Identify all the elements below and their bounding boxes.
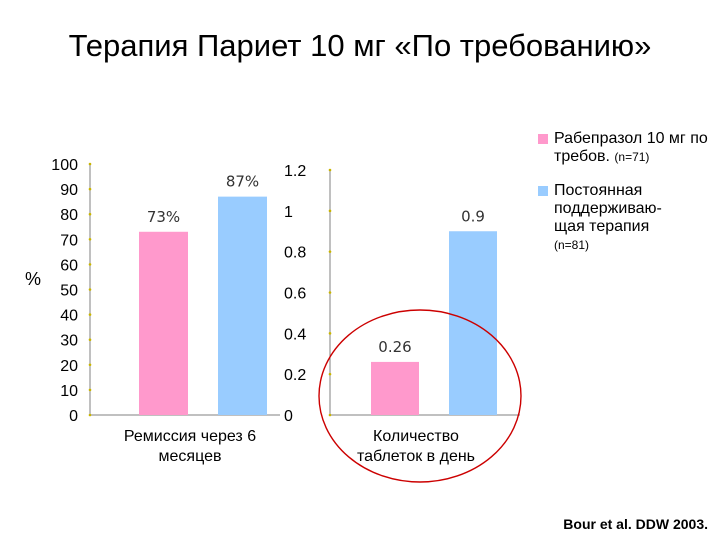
- y-tick-label: 0: [69, 408, 78, 425]
- y-tick-mark: [88, 338, 92, 342]
- y-tick-label: 30: [60, 333, 78, 350]
- y-tick-label: 0.8: [284, 245, 306, 262]
- y-tick-mark: [328, 250, 332, 253]
- data-label: 0.9: [461, 207, 485, 225]
- y-tick-label: 0: [284, 408, 293, 425]
- y-tick-mark: [328, 413, 332, 417]
- legend-n-maintenance: (n=81): [554, 238, 590, 252]
- y-tick-mark: [88, 288, 92, 291]
- y-tick-mark: [328, 209, 332, 213]
- y-tick-label: 80: [60, 207, 78, 224]
- chart-title: Терапия Париет 10 мг «По требованию»: [68, 28, 652, 63]
- y-tick-label: 50: [60, 283, 78, 300]
- y-tick-mark: [328, 372, 332, 376]
- legend-swatch-rabeprazole: [538, 134, 548, 144]
- legend-label-maintenance: Постоянная поддерживаю-щая терапия: [554, 182, 662, 235]
- y-axis-label: %: [25, 269, 41, 289]
- bar-rabeprazole: [139, 231, 188, 415]
- y-tick-label: 60: [60, 257, 78, 274]
- y-tick-mark: [88, 162, 92, 166]
- x-category-label: Количество таблеток в день: [357, 428, 475, 465]
- y-tick-label: 1: [284, 204, 293, 221]
- data-label: 0.26: [378, 338, 411, 356]
- y-tick-label: 100: [51, 157, 78, 174]
- y-tick-mark: [328, 332, 332, 335]
- y-tick-label: 0.4: [284, 326, 306, 343]
- y-tick-label: 40: [60, 308, 78, 325]
- y-tick-mark: [88, 313, 92, 316]
- y-tick-label: 10: [60, 383, 78, 400]
- y-tick-mark: [88, 187, 92, 191]
- y-tick-mark: [88, 212, 92, 216]
- y-tick-label: 90: [60, 182, 78, 199]
- data-label: 73%: [147, 208, 180, 226]
- y-tick-label: 0.6: [284, 286, 306, 303]
- data-label: 87%: [226, 173, 259, 191]
- y-tick-mark: [88, 263, 92, 266]
- y-tick-label: 20: [60, 358, 78, 375]
- x-category-label: Ремиссия через 6 месяцев: [124, 428, 256, 465]
- y-tick-mark: [328, 291, 332, 294]
- y-tick-mark: [88, 388, 92, 392]
- bar-rabeprazole: [371, 361, 419, 415]
- legend-n-rabeprazole: (n=71): [614, 150, 650, 164]
- y-tick-label: 1.2: [284, 163, 306, 180]
- bar-maintenance: [218, 196, 267, 415]
- y-tick-mark: [88, 238, 92, 241]
- y-tick-mark: [88, 413, 92, 417]
- y-tick-mark: [88, 363, 92, 367]
- legend-label-rabeprazole: Рабепразол 10 мг по требов.: [554, 130, 708, 165]
- source-citation: Bour et al. DDW 2003.: [563, 516, 708, 532]
- y-tick-label: 70: [60, 232, 78, 249]
- y-tick-mark: [328, 168, 332, 172]
- highlight-circle: [318, 309, 522, 483]
- y-tick-label: 0.2: [284, 367, 306, 384]
- legend-swatch-maintenance: [538, 186, 548, 196]
